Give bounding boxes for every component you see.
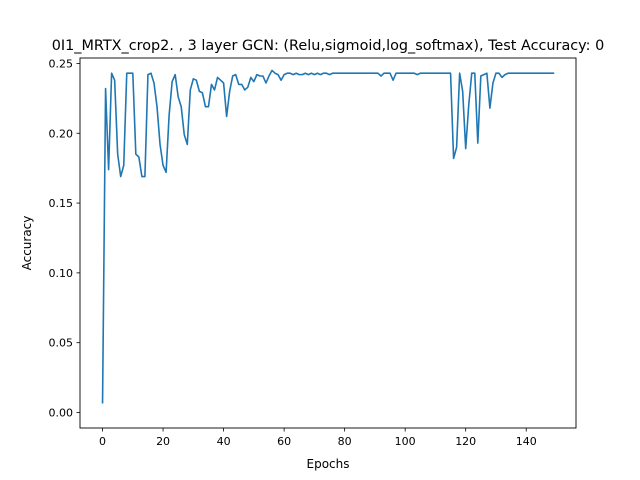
y-axis-ticks: 0.00 0.05 0.10 0.15 0.20 0.25 bbox=[49, 57, 80, 420]
plot-area-frame bbox=[79, 57, 577, 429]
y-tick-label: 0.20 bbox=[49, 127, 74, 140]
x-axis-ticks: 0 20 40 60 80 100 120 140 bbox=[99, 428, 537, 448]
accuracy-series-line bbox=[101, 69, 555, 404]
y-tick-label: 0.10 bbox=[49, 267, 74, 280]
y-tick-label: 0.00 bbox=[49, 407, 74, 420]
y-tick-label: 0.15 bbox=[49, 197, 74, 210]
y-tick-label: 0.25 bbox=[49, 57, 74, 70]
x-axis-label: Epochs bbox=[307, 457, 350, 471]
x-tick-label: 0 bbox=[99, 435, 106, 448]
chart-title: 0I1_MRTX_crop2. , 3 layer GCN: (Relu,sig… bbox=[52, 38, 604, 54]
x-tick-label: 100 bbox=[395, 435, 416, 448]
x-tick-label: 140 bbox=[516, 435, 537, 448]
x-tick-label: 60 bbox=[277, 435, 291, 448]
y-tick-label: 0.05 bbox=[49, 337, 74, 350]
x-tick-label: 20 bbox=[156, 435, 170, 448]
y-axis-label: Accuracy bbox=[20, 216, 34, 271]
x-tick-label: 80 bbox=[338, 435, 352, 448]
x-tick-label: 120 bbox=[455, 435, 476, 448]
x-tick-label: 40 bbox=[217, 435, 231, 448]
